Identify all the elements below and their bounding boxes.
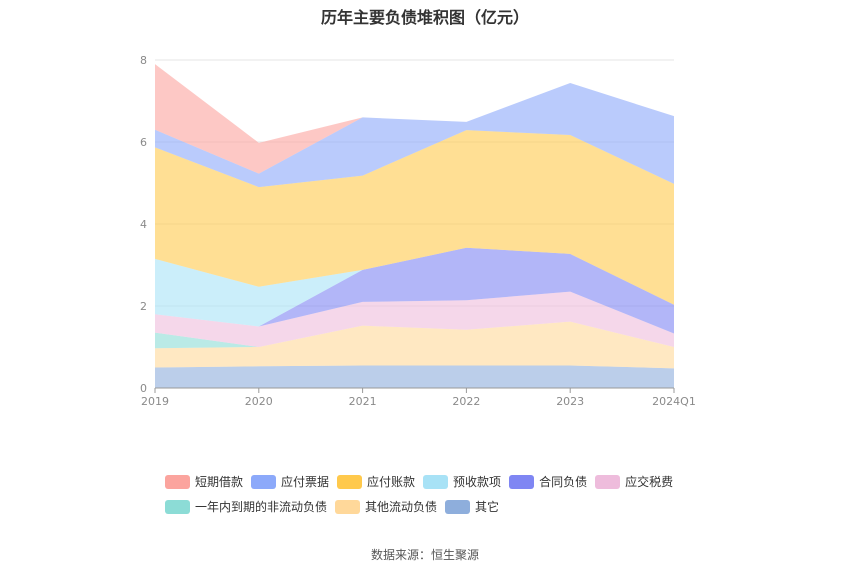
y-tick-label: 8 xyxy=(140,54,147,67)
legend-label: 应交税费 xyxy=(625,475,674,489)
y-tick-label: 6 xyxy=(140,136,147,149)
area-series-0 xyxy=(155,365,674,388)
legend-item[interactable]: 应交税费 xyxy=(595,473,673,490)
x-tick-label: 2023 xyxy=(556,395,584,408)
legend-swatch xyxy=(251,474,277,489)
legend-swatch xyxy=(445,499,471,514)
legend-swatch xyxy=(423,474,449,489)
legend-label: 应付票据 xyxy=(281,475,330,489)
legend-label: 预收款项 xyxy=(453,475,502,489)
legend-swatch xyxy=(165,474,190,489)
area-series-1 xyxy=(155,321,674,369)
legend-item[interactable]: 其他流动负债 xyxy=(335,498,437,515)
legend-label: 一年内到期的非流动负债 xyxy=(195,500,328,514)
legend-label: 合同负债 xyxy=(539,475,588,489)
legend-label: 其它 xyxy=(475,500,500,514)
data-source-note: 数据来源：恒生聚源 xyxy=(370,548,479,562)
legend-item[interactable]: 短期借款 xyxy=(165,473,243,490)
area-series-4 xyxy=(155,247,674,334)
area-series-7 xyxy=(155,82,674,188)
x-tick-label: 2019 xyxy=(141,395,169,408)
x-tick-label: 2021 xyxy=(349,395,377,408)
y-tick-label: 2 xyxy=(140,300,147,313)
chart-title: 历年主要负债堆积图（亿元） xyxy=(320,8,529,27)
legend-item[interactable]: 合同负债 xyxy=(509,473,587,490)
area-layers xyxy=(155,64,674,388)
y-tick-label: 0 xyxy=(140,382,147,395)
legend-item[interactable]: 预收款项 xyxy=(423,473,501,490)
legend: 短期借款 应付票据 应付账款 预收款项 合同负债 应交税费一年内到期的非流动负债 其他流动负… xyxy=(165,473,725,523)
legend-item[interactable]: 其它 xyxy=(445,498,499,515)
legend-label: 短期借款 xyxy=(195,475,244,489)
axes: 0 2 4 6 8 2019 2020 2021 2022 2023 2024Q1 xyxy=(140,54,696,408)
y-tick-label: 4 xyxy=(140,218,147,231)
area-series-2 xyxy=(155,321,674,349)
x-tick-label: 2020 xyxy=(245,395,273,408)
stacked-area-chart: 0 2 4 6 8 2019 2020 2021 2022 2023 2024Q1 xyxy=(140,54,696,408)
area-series-8 xyxy=(155,64,674,174)
area-series-3 xyxy=(155,291,674,347)
legend-item[interactable]: 应付账款 xyxy=(337,473,415,490)
x-tick-label: 2024Q1 xyxy=(652,395,696,408)
legend-swatch xyxy=(509,474,535,489)
x-tick-label: 2022 xyxy=(452,395,480,408)
legend-swatch xyxy=(335,499,361,514)
legend-label: 其他流动负债 xyxy=(365,500,438,514)
legend-swatch xyxy=(595,474,621,489)
legend-swatch xyxy=(165,499,190,514)
legend-swatch xyxy=(337,474,363,489)
legend-item[interactable]: 一年内到期的非流动负债 xyxy=(165,498,327,515)
area-series-5 xyxy=(155,247,674,327)
legend-label: 应付账款 xyxy=(367,475,416,489)
legend-item[interactable]: 应付票据 xyxy=(251,473,329,490)
area-series-6 xyxy=(155,130,674,305)
